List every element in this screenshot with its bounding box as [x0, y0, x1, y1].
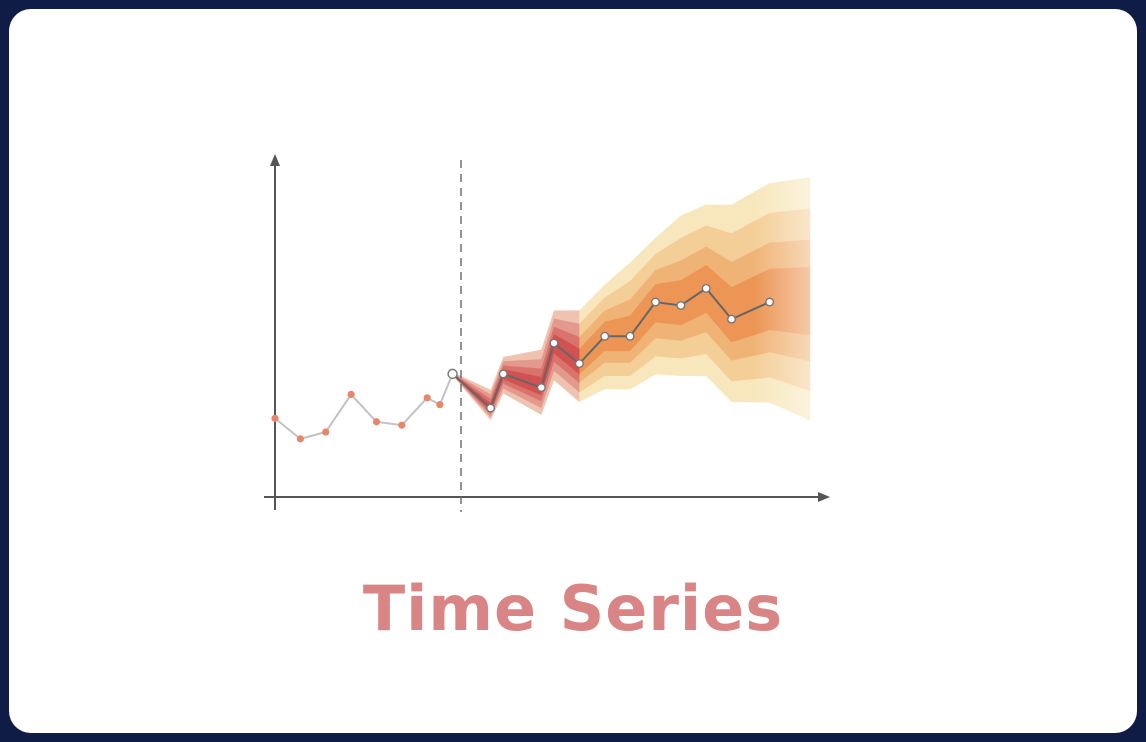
history-point — [347, 390, 355, 398]
axes — [264, 154, 830, 512]
history-point — [271, 414, 279, 422]
history-line — [274, 373, 454, 440]
x-axis-arrow — [818, 492, 830, 502]
forecast-point — [498, 369, 508, 379]
forecast-point — [701, 283, 711, 293]
forecast-point — [447, 368, 458, 380]
forecast-point — [600, 331, 610, 341]
history-point — [296, 435, 304, 443]
forecast-point — [625, 331, 635, 341]
history-point — [372, 418, 381, 426]
forecast-point — [486, 403, 496, 413]
history-point — [322, 428, 330, 436]
forecast-uncertainty-fan — [452, 150, 871, 510]
forecast-point — [650, 297, 660, 307]
forecast-point — [676, 300, 686, 310]
series-points — [271, 283, 775, 443]
forecast-point — [536, 383, 546, 393]
history-point — [398, 421, 406, 429]
y-axis-arrow — [270, 154, 280, 166]
page-title: Time Series — [362, 572, 784, 645]
fan-fade — [452, 150, 871, 510]
history-point — [436, 401, 444, 409]
history-point — [423, 394, 431, 402]
forecast-point — [727, 314, 737, 324]
forecast-point — [765, 297, 775, 307]
forecast-point — [574, 359, 584, 369]
forecast-point — [549, 338, 559, 348]
